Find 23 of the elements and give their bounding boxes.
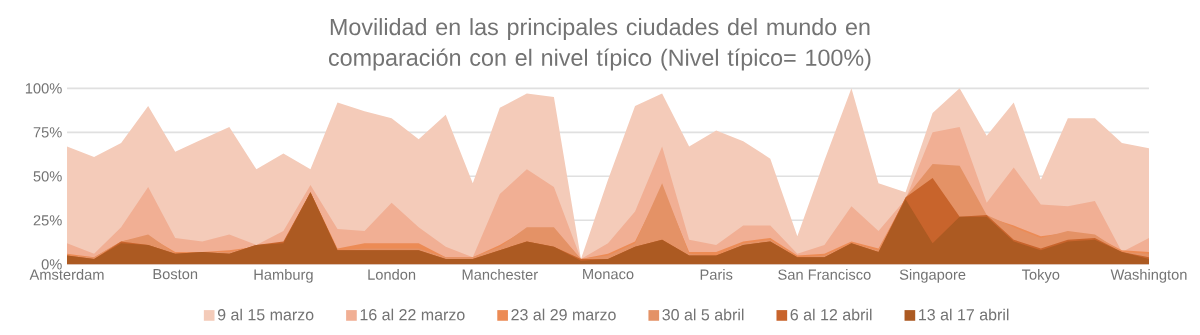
legend-label: 23 al 29 marzo: [511, 308, 616, 321]
y-tick-label: 50%: [33, 171, 62, 182]
y-tick-label: 0%: [41, 259, 62, 270]
x-tick-label: Boston: [153, 269, 198, 280]
chart-title: Movilidad en las principales ciudades del mundo en comparación con el nivel típico (Nivel típico= 100%): [328, 18, 871, 71]
legend-label: 30 al 5 abril: [662, 308, 744, 321]
x-tick-label: London: [368, 269, 416, 280]
legend-label: 13 al 17 abril: [919, 308, 1009, 321]
x-tick-label: Monaco: [583, 269, 634, 280]
x-tick-label: San Francisco: [778, 269, 871, 280]
x-tick-label: Singapore: [899, 269, 966, 283]
x-tick-label: Washington: [1110, 269, 1187, 283]
x-tick-label: Tokyo: [1021, 269, 1060, 283]
x-tick-label: Amsterdam: [29, 269, 104, 280]
legend-label: 6 al 12 abril: [790, 308, 872, 321]
x-tick-label: Paris: [700, 269, 733, 280]
legend-label: 9 al 15 marzo: [217, 308, 314, 321]
y-tick-label: 75%: [33, 127, 62, 138]
x-tick-label: Hamburg: [254, 269, 313, 283]
x-tick-label: Manchester: [462, 269, 538, 280]
y-tick-label: 100%: [25, 83, 62, 94]
legend-label: 16 al 22 marzo: [360, 308, 465, 321]
y-tick-label: 25%: [33, 215, 62, 226]
